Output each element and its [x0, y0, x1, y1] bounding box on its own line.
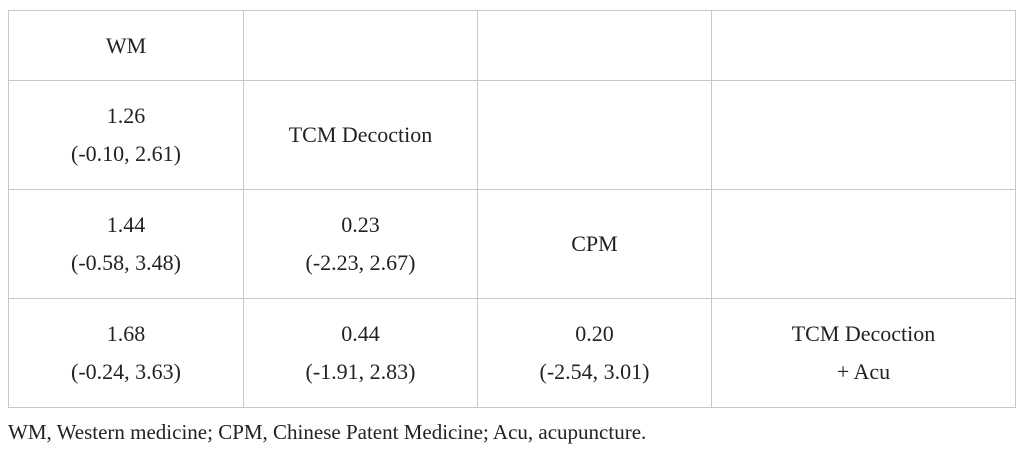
table-cell [477, 80, 712, 190]
cell-text: (-0.10, 2.61) [71, 141, 181, 166]
table-cell: 1.68 (-0.24, 3.63) [8, 298, 244, 408]
table-row: 1.68 (-0.24, 3.63) 0.44 (-1.91, 2.83) 0.20 (-… [8, 298, 1016, 408]
table-cell: 0.23 (-2.23, 2.67) [243, 189, 478, 299]
cell-text: TCM Decoction [288, 122, 433, 147]
cell-text: 1.26 [106, 103, 146, 128]
table-cell: WM [8, 10, 244, 81]
table-cell: CPM [477, 189, 712, 299]
table-row: 1.44 (-0.58, 3.48) 0.23 (-2.23, 2.67) CPM [8, 189, 1016, 299]
cell-text: CPM [571, 231, 618, 256]
cell-text: 0.20 [575, 321, 614, 346]
cell-text: (-0.24, 3.63) [71, 359, 181, 384]
footnote: WM, Western medicine; CPM, Chinese Paten… [8, 420, 647, 444]
table-cell: 0.20 (-2.54, 3.01) [477, 298, 712, 408]
cell-text: + Acu [836, 359, 891, 384]
table-cell [711, 189, 1016, 299]
table-row: 1.26 (-0.10, 2.61) TCM Decoction [8, 80, 1016, 190]
cell-text: (-2.54, 3.01) [539, 359, 650, 384]
table-cell: 0.44 (-1.91, 2.83) [243, 298, 478, 408]
table-cell [243, 10, 478, 81]
table-cell [711, 10, 1016, 81]
table-cell: 1.26 (-0.10, 2.61) [8, 80, 244, 190]
table-cell: TCM Decoction + Acu [711, 298, 1016, 408]
table-cell [711, 80, 1016, 190]
cell-text: 0.23 [341, 212, 380, 237]
cell-text: (-0.58, 3.48) [71, 250, 181, 275]
table-cell [477, 10, 712, 81]
cell-text: WM [105, 32, 147, 58]
table-cell: TCM Decoction [243, 80, 478, 190]
table: WM 1.26 (-0.10, 2.61) TCM Decoction 1.44 (-0.… [8, 10, 1016, 408]
table-row: WM [8, 10, 1016, 81]
cell-text: (-1.91, 2.83) [305, 359, 416, 384]
cell-text: (-2.23, 2.67) [305, 250, 416, 275]
cell-text: 1.68 [106, 321, 146, 346]
table-cell: 1.44 (-0.58, 3.48) [8, 189, 244, 299]
cell-text: TCM Decoction [791, 321, 936, 346]
cell-text: 1.44 [106, 212, 146, 237]
cell-text: 0.44 [341, 321, 380, 346]
